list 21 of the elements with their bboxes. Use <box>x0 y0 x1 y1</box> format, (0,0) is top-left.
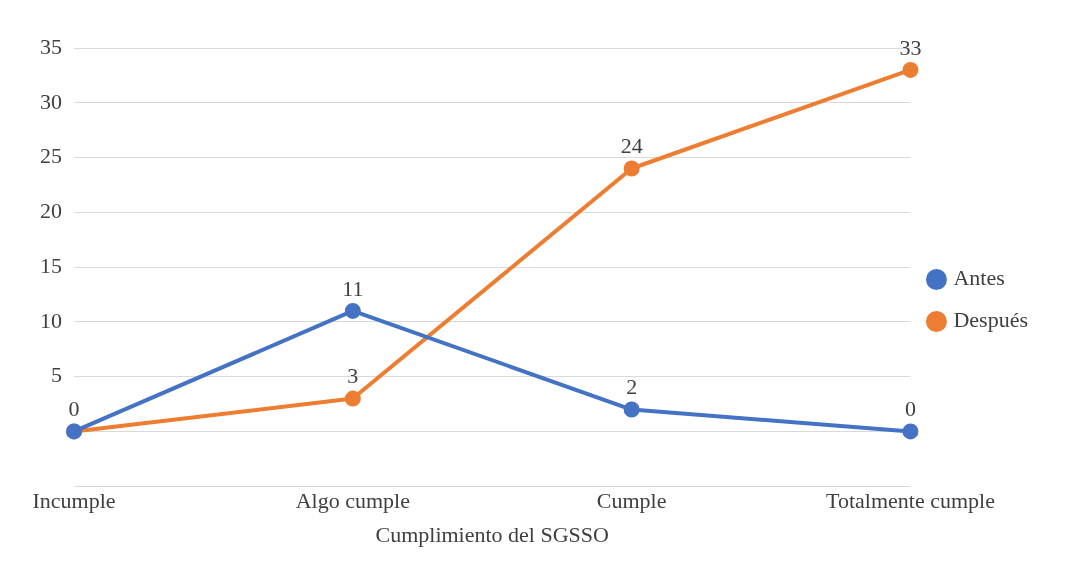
data-label: 11 <box>342 275 364 301</box>
y-tick-label: 5 <box>51 362 62 388</box>
y-tick-label: 20 <box>40 198 62 224</box>
y-tick-label: 10 <box>40 307 62 333</box>
data-label: 33 <box>899 34 922 60</box>
y-tick-label: 35 <box>40 33 62 59</box>
y-tick-label: 30 <box>40 88 62 114</box>
data-label: 0 <box>68 396 80 422</box>
x-tick-label: Cumple <box>596 488 667 514</box>
data-label: 24 <box>620 133 643 159</box>
data-label: 0 <box>904 396 916 422</box>
x-tick-label: Totalmente cumple <box>826 488 995 514</box>
legend-label: Después <box>953 307 1029 333</box>
data-label: 2 <box>626 374 638 400</box>
x-tick-label: Algo cumple <box>295 488 410 514</box>
x-tick-label: Incumple <box>32 488 116 514</box>
x-axis-title: Cumplimiento del SGSSO <box>375 521 609 547</box>
legend-label: Antes <box>953 265 1005 291</box>
y-tick-label: 15 <box>40 252 62 278</box>
data-label: 3 <box>347 363 359 389</box>
y-tick-label: 25 <box>40 143 62 169</box>
